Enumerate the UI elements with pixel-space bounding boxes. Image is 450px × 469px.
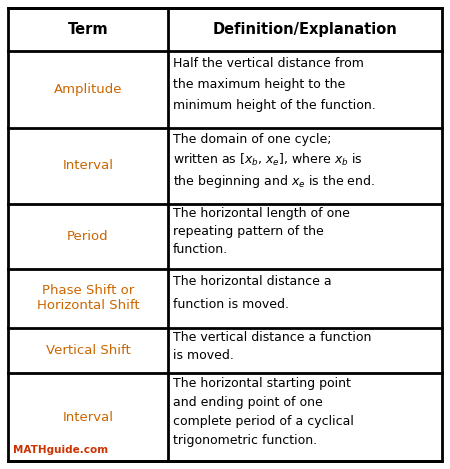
Text: is moved.: is moved. [173, 348, 234, 362]
Text: Half the vertical distance from: Half the vertical distance from [173, 57, 364, 69]
Text: the maximum height to the: the maximum height to the [173, 78, 346, 91]
Text: Interval: Interval [63, 159, 113, 172]
Text: repeating pattern of the: repeating pattern of the [173, 225, 324, 238]
Text: Phase Shift or
Horizontal Shift: Phase Shift or Horizontal Shift [36, 285, 139, 312]
Text: complete period of a cyclical: complete period of a cyclical [173, 415, 354, 428]
Text: Amplitude: Amplitude [54, 83, 122, 96]
Text: Interval: Interval [63, 410, 113, 424]
Text: written as [$x_b$, $x_e$], where $x_b$ is: written as [$x_b$, $x_e$], where $x_b$ i… [173, 152, 363, 168]
Text: The horizontal starting point: The horizontal starting point [173, 378, 351, 390]
Text: trigonometric function.: trigonometric function. [173, 434, 317, 447]
Text: and ending point of one: and ending point of one [173, 396, 323, 409]
Text: The horizontal length of one: The horizontal length of one [173, 207, 350, 220]
Text: the beginning and $x_e$ is the end.: the beginning and $x_e$ is the end. [173, 173, 375, 190]
Text: MATHguide.com: MATHguide.com [13, 445, 108, 455]
Text: minimum height of the function.: minimum height of the function. [173, 99, 376, 112]
Text: Definition/Explanation: Definition/Explanation [212, 23, 397, 38]
Text: function.: function. [173, 243, 228, 256]
Text: Period: Period [67, 230, 109, 242]
Text: Vertical Shift: Vertical Shift [45, 344, 130, 357]
Text: The domain of one cycle;: The domain of one cycle; [173, 133, 332, 146]
Text: Term: Term [68, 23, 108, 38]
Text: function is moved.: function is moved. [173, 298, 289, 310]
Text: The vertical distance a function: The vertical distance a function [173, 331, 372, 344]
Text: The horizontal distance a: The horizontal distance a [173, 275, 332, 288]
